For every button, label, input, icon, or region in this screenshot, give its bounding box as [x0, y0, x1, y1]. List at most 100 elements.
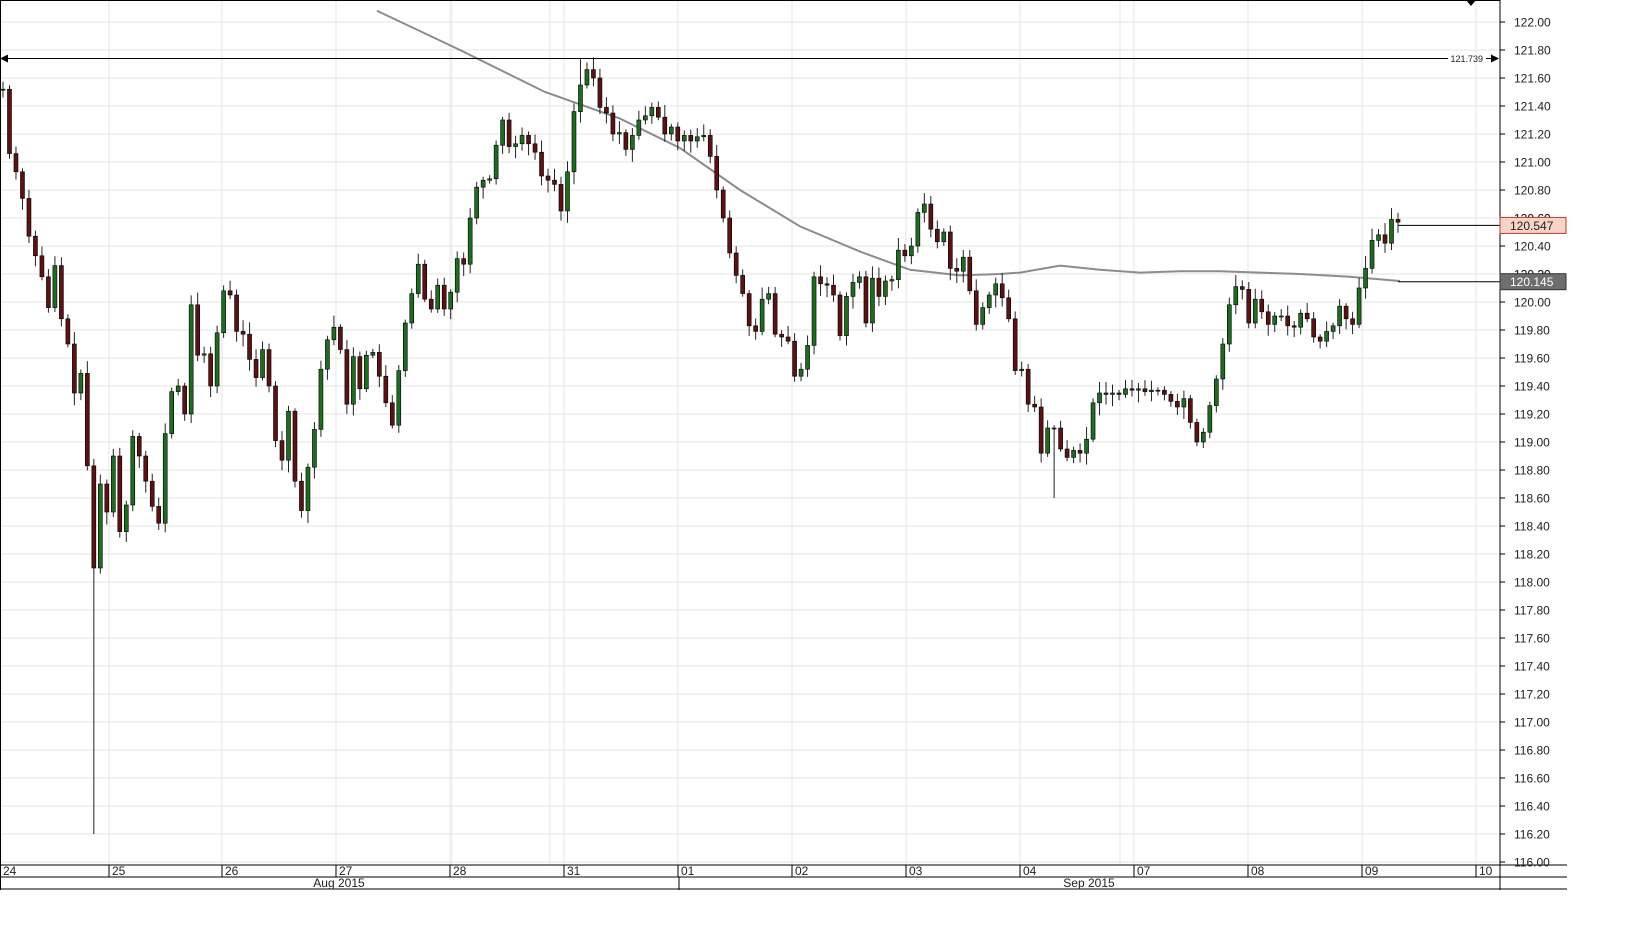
candle-body	[766, 293, 771, 300]
candle-body	[46, 276, 51, 308]
candle-body	[941, 231, 947, 243]
candle	[1181, 390, 1187, 420]
candle	[506, 112, 512, 154]
candle-body	[78, 373, 84, 394]
candle-body	[1239, 286, 1245, 290]
candle	[850, 273, 856, 309]
candle-body	[390, 402, 395, 426]
candle	[338, 324, 343, 354]
candle	[701, 124, 707, 142]
candle	[837, 291, 843, 341]
candle-body	[0, 88, 6, 91]
candle	[980, 302, 986, 330]
candle-body	[857, 276, 862, 283]
candle-body	[1058, 427, 1063, 450]
candle	[1045, 420, 1050, 457]
candle	[279, 431, 285, 471]
candle	[1350, 311, 1355, 335]
y-tick-label: 121.80	[1514, 44, 1551, 58]
x-tick-label: 01	[681, 864, 695, 878]
candle	[1291, 321, 1297, 338]
candle	[1337, 299, 1342, 334]
markers: 121.739	[0, 52, 1500, 283]
candle-body	[954, 268, 960, 272]
candle	[20, 168, 25, 210]
candle	[364, 350, 369, 392]
candle	[143, 450, 149, 493]
candle-body	[1324, 331, 1329, 342]
candle	[487, 175, 492, 184]
candle-body	[247, 333, 252, 360]
candle	[260, 341, 265, 381]
candle	[318, 360, 324, 437]
candle	[902, 244, 908, 262]
candle-body	[396, 370, 402, 426]
candle	[922, 193, 927, 223]
candle-body	[759, 298, 765, 332]
candle	[681, 130, 687, 152]
candle-body	[1278, 315, 1284, 318]
candle-body	[260, 349, 265, 378]
x-axis: 24 25 26 27 28 31 01 02 03 04 07 08 09 10 Aug 2015 Sep …	[0, 864, 1493, 890]
candle	[1071, 446, 1076, 464]
candle	[500, 116, 505, 154]
candle	[999, 273, 1005, 307]
candle-body	[746, 293, 752, 327]
candle	[474, 181, 479, 225]
candle	[1343, 303, 1349, 330]
candle	[162, 423, 168, 533]
candle-body	[1077, 450, 1083, 454]
candle-body	[1025, 368, 1031, 405]
candle-body	[169, 391, 174, 434]
candle	[305, 463, 311, 524]
candle	[208, 346, 213, 398]
candle-body	[305, 466, 311, 511]
candle	[188, 295, 194, 424]
candle-body	[578, 84, 583, 112]
y-tick-label: 116.40	[1514, 800, 1550, 814]
candle	[422, 259, 428, 303]
candle-body	[798, 368, 804, 377]
candle	[454, 251, 460, 303]
y-tick-label: 116.80	[1514, 744, 1550, 758]
candle-body	[1168, 394, 1174, 402]
candle	[935, 220, 940, 249]
candle	[798, 363, 804, 382]
candle-body	[1298, 312, 1303, 328]
candle	[1259, 290, 1265, 319]
candle-body	[91, 465, 97, 569]
candle-body	[850, 282, 856, 297]
candle	[1382, 223, 1388, 253]
candle	[1246, 282, 1252, 329]
month-label: Sep 2015	[1063, 876, 1115, 890]
candle-body	[831, 284, 836, 296]
candle-body	[370, 352, 376, 356]
candle	[1084, 426, 1089, 465]
candle-body	[545, 175, 551, 181]
y-tick-label: 121.40	[1514, 100, 1551, 114]
last-price-badge	[1499, 216, 1567, 234]
candle-body	[565, 171, 570, 212]
candle	[707, 129, 713, 164]
candle	[1363, 256, 1368, 299]
candle-body	[1097, 392, 1102, 404]
candle	[1285, 305, 1290, 336]
x-tick-label: 27	[339, 864, 353, 878]
candle-body	[552, 179, 557, 185]
candle-body	[805, 345, 810, 370]
candle-body	[740, 275, 745, 294]
candle-body	[357, 356, 363, 390]
candle-body	[694, 136, 700, 142]
candle-body	[1317, 336, 1323, 342]
y-axis: 122.00 121.80 121.60 121.40 121.20 121.00 120.…	[1499, 16, 1567, 870]
candle	[973, 279, 979, 331]
arrow-right-icon	[1491, 54, 1499, 63]
candle-body	[182, 385, 187, 415]
candle	[1311, 312, 1316, 343]
candle-body	[617, 132, 622, 135]
candle-body	[1259, 298, 1265, 313]
candle-body	[1369, 240, 1375, 269]
candle-body	[675, 126, 681, 142]
y-tick-label: 118.80	[1514, 464, 1550, 478]
candle	[91, 458, 97, 834]
